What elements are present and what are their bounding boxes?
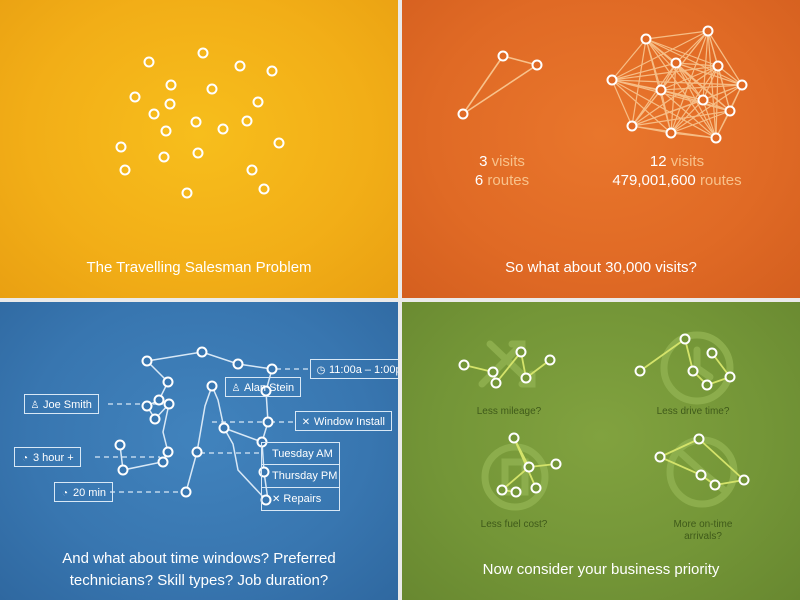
technician-name: Joe Smith bbox=[43, 399, 92, 411]
tools-icon: ✕ bbox=[301, 417, 311, 428]
small-network-stats: 3 visits 6 routes bbox=[442, 152, 562, 190]
caption-line-2: technicians? Skill types? Job duration? bbox=[69, 572, 329, 589]
repairs-label: Repairs bbox=[283, 493, 322, 505]
option-label: Less fuel cost? bbox=[480, 519, 548, 530]
technician-tag-joe: ♙ Joe Smith bbox=[24, 394, 99, 414]
technician-tag-alan: ♙ Alan Stein bbox=[225, 377, 302, 397]
route-networks-diagram bbox=[457, 25, 748, 144]
option-less-drive-time: Less drive time? bbox=[623, 406, 763, 418]
schedule-stack: Tuesday AM Thursday PM ✕ Repairs bbox=[261, 442, 340, 511]
visits-label: visits bbox=[670, 153, 705, 170]
scattered-stops-diagram bbox=[115, 47, 285, 199]
schedule-row-tuesday: Tuesday AM bbox=[261, 442, 340, 465]
panel-caption: Now consider your business priority bbox=[482, 561, 720, 578]
duration-label: 3 hour + bbox=[33, 452, 74, 464]
visits-label: visits bbox=[491, 153, 525, 170]
time-window-label: 11:00a – 1:00p bbox=[329, 364, 398, 376]
fuel-bg-icon bbox=[481, 443, 549, 511]
person-icon: ♙ bbox=[30, 400, 40, 411]
routes-count: 6 bbox=[474, 172, 484, 189]
stopwatch-icon: ◔ bbox=[61, 488, 69, 499]
routes-count: 479,001,600 bbox=[612, 172, 696, 189]
option-label-line-2: arrivals? bbox=[684, 531, 722, 542]
skill-label: Window Install bbox=[314, 416, 385, 428]
panel-travelling-salesman: The Travelling Salesman Problem bbox=[0, 0, 398, 298]
time-window-tag: ◷ 11:00a – 1:00p bbox=[310, 359, 398, 379]
skill-tag: ✕ Window Install bbox=[295, 411, 392, 431]
panel-caption: The Travelling Salesman Problem bbox=[86, 259, 312, 276]
visits-count: 3 bbox=[479, 153, 488, 170]
schedule-row-thursday: Thursday PM bbox=[261, 465, 340, 488]
panel-caption: And what about time windows? Preferred t… bbox=[0, 548, 398, 592]
caption-line-1: And what about time windows? Preferred bbox=[62, 550, 336, 567]
priority-options-diagram bbox=[458, 331, 750, 511]
option-less-mileage: Less mileage? bbox=[439, 406, 579, 418]
clock-bg-icon bbox=[660, 331, 734, 405]
routes-label: routes bbox=[487, 172, 530, 189]
option-label: Less mileage? bbox=[476, 406, 542, 417]
duration-tag-3h: ◔ 3 hour + bbox=[14, 447, 81, 467]
panel-caption: So what about 30,000 visits? bbox=[505, 259, 697, 276]
option-less-fuel-cost: Less fuel cost? bbox=[444, 519, 584, 531]
duration-label: 20 min bbox=[73, 487, 107, 499]
option-more-on-time: More on-time arrivals? bbox=[633, 519, 773, 543]
option-label: Less drive time? bbox=[656, 406, 730, 417]
duration-tag-20m: ◔ 20 min bbox=[54, 482, 114, 502]
clock-icon: ◷ bbox=[316, 365, 326, 376]
technician-name: Alan Stein bbox=[244, 382, 295, 394]
visits-count: 12 bbox=[649, 153, 667, 170]
option-label: More on-time bbox=[673, 519, 733, 530]
large-network-stats: 12 visits 479,001,600 routes bbox=[597, 152, 757, 190]
panel-route-count: 3 visits 6 routes 12 visits 479,001,600 … bbox=[402, 0, 800, 298]
tools-icon: ✕ bbox=[272, 494, 281, 505]
schedule-row-repairs: ✕ Repairs bbox=[261, 488, 340, 511]
routes-label: routes bbox=[699, 172, 742, 189]
person-icon: ♙ bbox=[231, 383, 241, 394]
stopwatch-icon: ◔ bbox=[21, 453, 29, 464]
constrained-routes-diagram bbox=[95, 346, 311, 506]
panel-business-priority: Less mileage? Less drive time? Less fuel… bbox=[402, 302, 800, 600]
panel-constraints: ◷ 11:00a – 1:00p ♙ Alan Stein ♙ Joe Smith ✕… bbox=[0, 302, 398, 600]
